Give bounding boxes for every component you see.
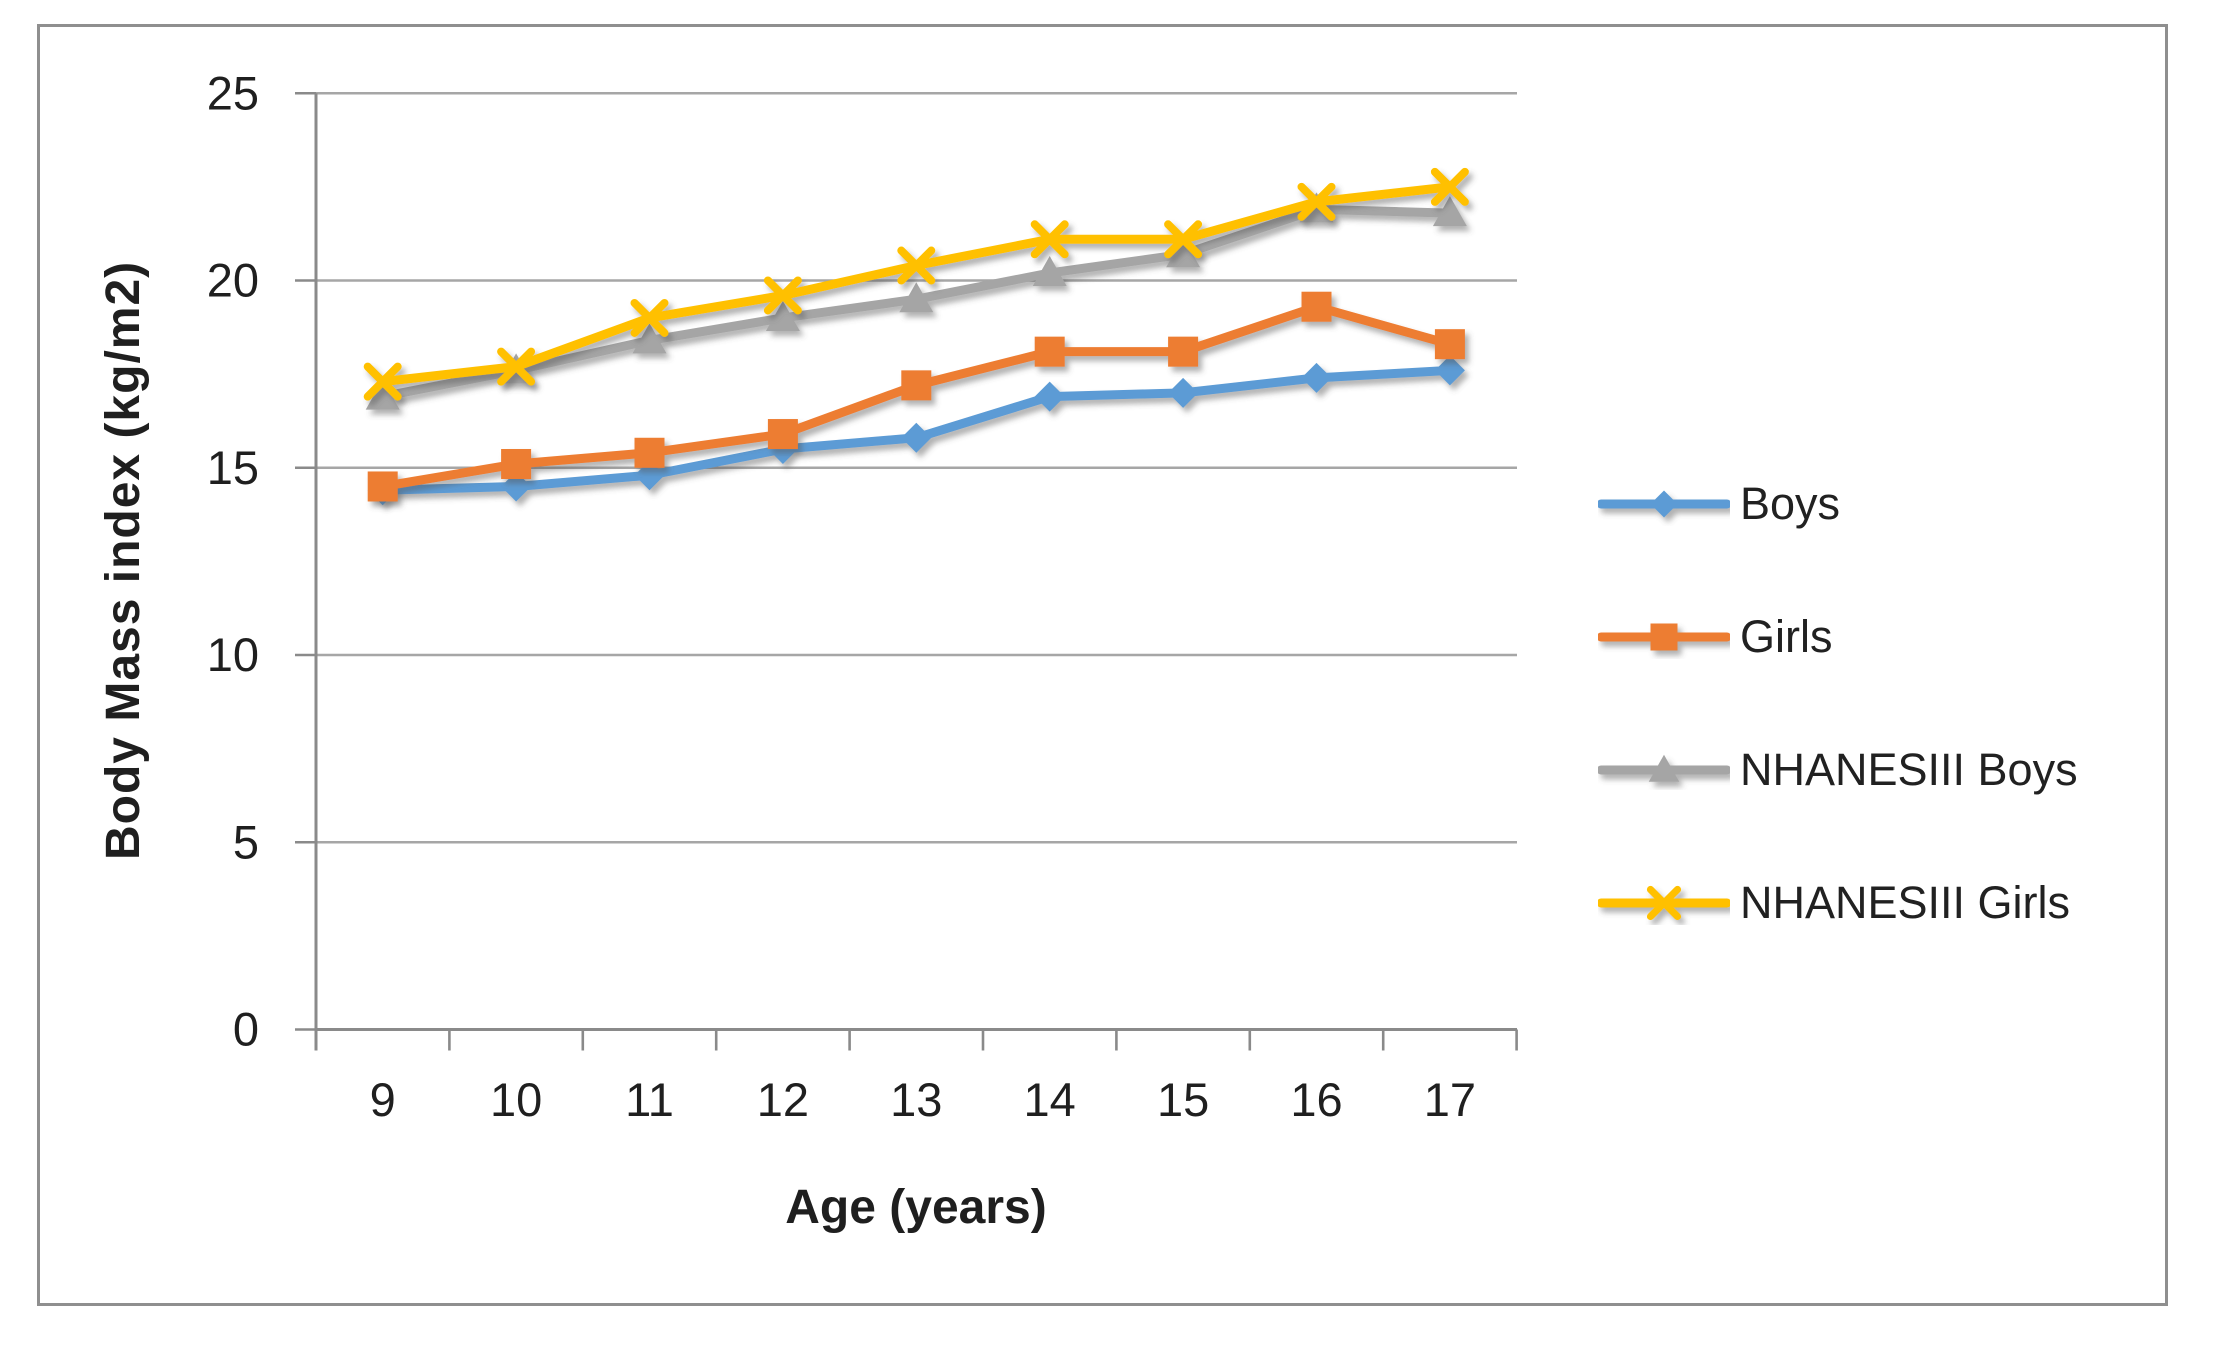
legend-item-nhanesiii-girls: NHANESIII Girls: [1598, 870, 2070, 936]
legend-swatch-boys: [1598, 490, 1730, 518]
legend-swatch-nhanesiii-girls: [1598, 885, 1730, 921]
legend-swatch-nhanesiii-boys: [1598, 754, 1730, 782]
series-nhanesiii-girls: [363, 167, 1469, 401]
legend-label: NHANESIII Girls: [1740, 877, 2071, 928]
legend-label: Girls: [1740, 611, 1833, 662]
y-tick-label: 5: [233, 815, 259, 868]
legend-item-nhanesiii-boys: NHANESIII Boys: [1598, 737, 2078, 803]
x-tick-label: 10: [490, 1073, 542, 1126]
legend-label: Boys: [1740, 478, 1841, 529]
x-tick-label: 15: [1157, 1073, 1209, 1126]
x-axis-title: Age (years): [785, 1181, 1047, 1234]
y-tick-label: 15: [207, 441, 259, 494]
x-tick-label: 9: [370, 1073, 396, 1126]
y-tick-label: 20: [207, 254, 259, 307]
x-tick-label: 12: [757, 1073, 809, 1126]
y-axis-title: Body Mass index (kg/m2): [97, 260, 150, 860]
legend-swatch-girls: [1598, 623, 1730, 651]
y-tick-label: 25: [207, 66, 259, 119]
x-tick-label: 11: [625, 1073, 674, 1126]
x-tick-label: 14: [1024, 1073, 1076, 1126]
series-girls: [367, 291, 1465, 502]
legend-label: NHANESIII Boys: [1740, 744, 2078, 795]
y-tick-label: 0: [233, 1003, 259, 1056]
x-tick-label: 13: [890, 1073, 942, 1126]
y-tick-label: 10: [207, 628, 259, 681]
legend-item-boys: Boys: [1598, 471, 1840, 537]
legend-item-girls: Girls: [1598, 604, 1832, 670]
x-tick-label: 17: [1424, 1073, 1476, 1126]
x-tick-label: 16: [1290, 1073, 1342, 1126]
